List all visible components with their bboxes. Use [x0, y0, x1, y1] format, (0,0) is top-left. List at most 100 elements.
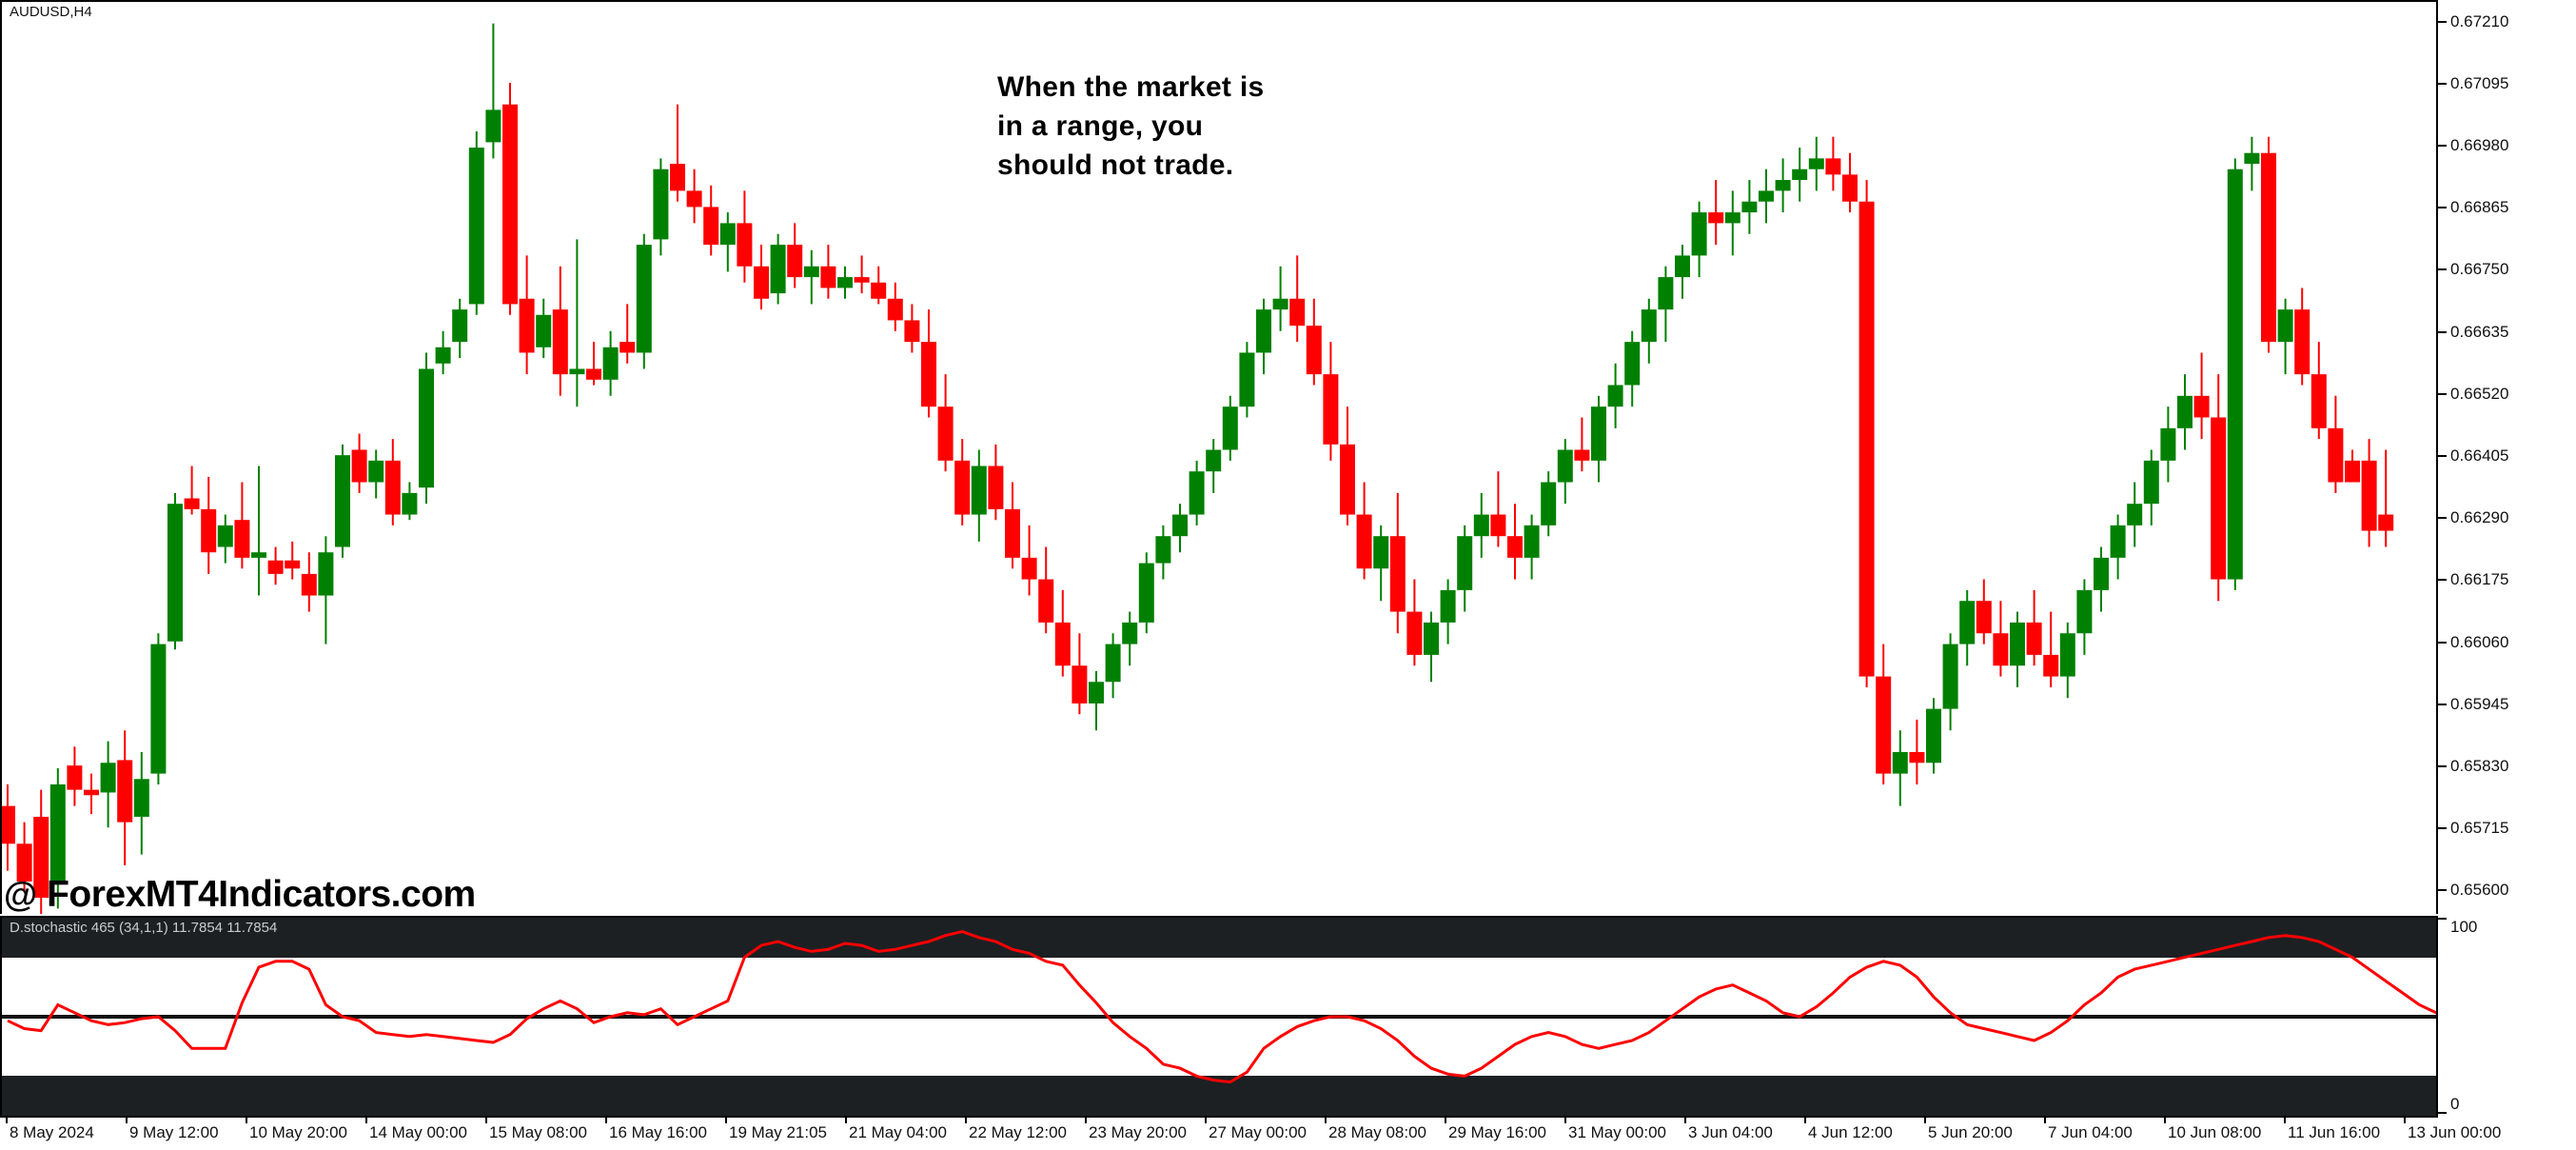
overbought-zone	[2, 918, 2436, 958]
indicator-tick	[2438, 918, 2447, 920]
candlestick	[1507, 504, 1523, 580]
price-tick-label: 0.66290	[2450, 508, 2509, 527]
candlestick	[1138, 552, 1154, 634]
midline-level	[2, 1015, 2436, 1019]
candlestick	[636, 233, 652, 369]
price-tick	[2438, 703, 2447, 705]
candlestick	[2177, 374, 2193, 450]
candlestick	[2094, 546, 2109, 612]
time-tick	[246, 1118, 247, 1123]
price-tick-label: 0.66520	[2450, 384, 2509, 403]
price-chart-panel[interactable]: AUDUSD,H4	[0, 0, 2438, 914]
candlestick	[1457, 525, 1473, 612]
candlestick	[536, 298, 552, 359]
candlestick	[1541, 471, 1557, 537]
time-tick	[1684, 1118, 1686, 1123]
candlestick	[1005, 482, 1020, 569]
stochastic-line-series	[7, 930, 2436, 1084]
candlestick	[2143, 449, 2159, 525]
candlestick	[703, 185, 719, 256]
time-tick-label: 13 Jun 00:00	[2408, 1123, 2502, 1141]
candlestick	[2026, 589, 2042, 666]
watermark-site-text: ForexMT4Indicators.com	[47, 874, 476, 915]
time-tick-label: 7 Jun 04:00	[2048, 1123, 2133, 1141]
indicator-panel[interactable]: D.stochastic 465 (34,1,1) 11.7854 11.785…	[0, 916, 2438, 1118]
candlestick	[552, 266, 568, 396]
candlestick	[184, 466, 200, 515]
time-tick-label: 4 Jun 12:00	[1808, 1123, 1893, 1141]
candlestick	[1926, 698, 1941, 774]
candlestick	[1206, 439, 1222, 493]
candlestick	[1122, 611, 1138, 666]
candlestick	[971, 449, 987, 542]
time-tick	[2044, 1118, 2046, 1123]
candlestick	[2, 783, 15, 871]
candlestick	[719, 212, 736, 272]
candlestick	[1959, 589, 1976, 666]
candlestick	[67, 746, 83, 806]
candlestick	[1323, 342, 1339, 461]
candlestick	[1675, 245, 1690, 299]
candlestick	[2110, 514, 2126, 580]
indicator-label: D.stochastic 465 (34,1,1) 11.7854 11.785…	[10, 920, 278, 936]
candlestick	[586, 342, 601, 386]
candlestick	[16, 822, 32, 893]
time-tick	[6, 1118, 8, 1123]
time-tick	[365, 1118, 367, 1123]
annotation-line-2: in a range, you	[997, 109, 1204, 142]
candlestick	[2244, 136, 2260, 191]
time-tick-label: 10 May 20:00	[249, 1123, 348, 1141]
candlestick	[1759, 169, 1774, 224]
price-tick	[2438, 517, 2447, 520]
candlestick	[1306, 298, 1322, 386]
candlestick	[1842, 152, 1858, 213]
candlestick	[569, 239, 585, 407]
candlestick	[686, 169, 702, 224]
candlestick	[887, 282, 903, 331]
time-tick-label: 27 May 00:00	[1209, 1123, 1308, 1141]
time-axis[interactable]: 8 May 2024 9 May 12:00 10 May 20:00 14 May …	[0, 1118, 2576, 1150]
candlestick	[1942, 633, 1958, 731]
time-tick	[2404, 1118, 2406, 1123]
candlestick-series	[2, 23, 2394, 914]
candlestick	[2328, 395, 2344, 493]
price-tick-label: 0.66750	[2450, 260, 2509, 279]
candlestick	[754, 245, 769, 310]
symbol-timeframe-label: AUDUSD,H4	[10, 4, 92, 20]
price-tick-label: 0.65715	[2450, 819, 2509, 838]
price-tick	[2438, 82, 2447, 85]
stochastic-main-line	[7, 930, 2436, 1084]
candlestick	[2277, 298, 2293, 375]
annotation-line-1: When the market is	[997, 71, 1265, 103]
candlestick	[1691, 201, 1707, 278]
time-tick	[965, 1118, 967, 1123]
time-tick-label: 3 Jun 04:00	[1688, 1123, 1773, 1141]
candlestick	[468, 131, 484, 315]
time-tick	[1445, 1118, 1446, 1123]
time-tick-label: 9 May 12:00	[129, 1123, 219, 1141]
price-tick	[2438, 207, 2447, 209]
price-tick	[2438, 455, 2447, 457]
price-tick	[2438, 20, 2447, 23]
candlestick	[803, 249, 819, 305]
price-axis[interactable]: 0.67210 0.67095 0.66980 0.66865 0.66750 0.666…	[2438, 0, 2576, 914]
candlestick	[921, 309, 936, 418]
candlestick	[954, 439, 971, 525]
candlestick	[1775, 158, 1791, 213]
price-tick	[2438, 827, 2447, 830]
candlestick	[2193, 352, 2210, 440]
candlestick	[150, 633, 167, 784]
time-tick-label: 8 May 2024	[10, 1123, 94, 1141]
candlestick	[1708, 180, 1724, 246]
candlestick	[1239, 342, 1255, 418]
candlestick	[1473, 492, 1489, 558]
price-tick-label: 0.67210	[2450, 11, 2509, 30]
candlestick	[318, 536, 334, 644]
candlestick	[1557, 439, 1573, 505]
indicator-axis[interactable]: 100 0	[2438, 916, 2576, 1118]
price-tick	[2438, 330, 2447, 333]
time-tick-label: 15 May 08:00	[489, 1123, 588, 1141]
candlestick	[1054, 589, 1071, 677]
time-tick-label: 31 May 00:00	[1568, 1123, 1667, 1141]
time-tick-label: 29 May 16:00	[1448, 1123, 1547, 1141]
